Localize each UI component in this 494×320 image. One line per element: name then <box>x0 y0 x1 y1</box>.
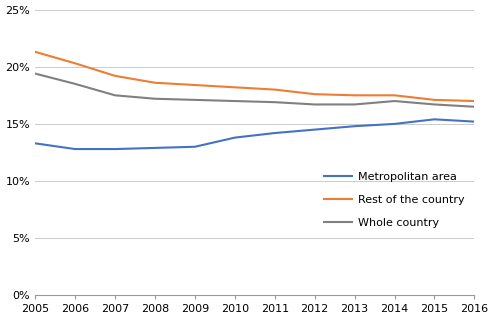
Whole country <box>232 99 238 103</box>
Rest of the country <box>72 61 78 65</box>
Rest of the country <box>112 74 118 78</box>
Metropolitan area <box>32 141 38 145</box>
Whole country <box>471 105 477 109</box>
Rest of the country <box>192 83 198 87</box>
Whole country <box>272 100 278 104</box>
Line: Whole country: Whole country <box>35 74 474 107</box>
Line: Metropolitan area: Metropolitan area <box>35 119 474 149</box>
Metropolitan area <box>312 128 318 132</box>
Metropolitan area <box>352 124 358 128</box>
Metropolitan area <box>471 120 477 124</box>
Rest of the country <box>431 98 437 102</box>
Metropolitan area <box>152 146 158 150</box>
Metropolitan area <box>112 147 118 151</box>
Whole country <box>152 97 158 101</box>
Metropolitan area <box>392 122 398 126</box>
Rest of the country <box>471 99 477 103</box>
Whole country <box>112 93 118 97</box>
Rest of the country <box>152 81 158 85</box>
Rest of the country <box>312 92 318 96</box>
Metropolitan area <box>272 131 278 135</box>
Metropolitan area <box>192 145 198 149</box>
Rest of the country <box>232 85 238 89</box>
Whole country <box>192 98 198 102</box>
Metropolitan area <box>232 136 238 140</box>
Legend: Metropolitan area, Rest of the country, Whole country: Metropolitan area, Rest of the country, … <box>320 167 469 233</box>
Rest of the country <box>272 88 278 92</box>
Whole country <box>431 102 437 106</box>
Rest of the country <box>32 50 38 54</box>
Whole country <box>72 82 78 86</box>
Rest of the country <box>352 93 358 97</box>
Whole country <box>32 72 38 76</box>
Whole country <box>392 99 398 103</box>
Line: Rest of the country: Rest of the country <box>35 52 474 101</box>
Whole country <box>312 102 318 106</box>
Metropolitan area <box>431 117 437 121</box>
Metropolitan area <box>72 147 78 151</box>
Rest of the country <box>392 93 398 97</box>
Whole country <box>352 102 358 106</box>
